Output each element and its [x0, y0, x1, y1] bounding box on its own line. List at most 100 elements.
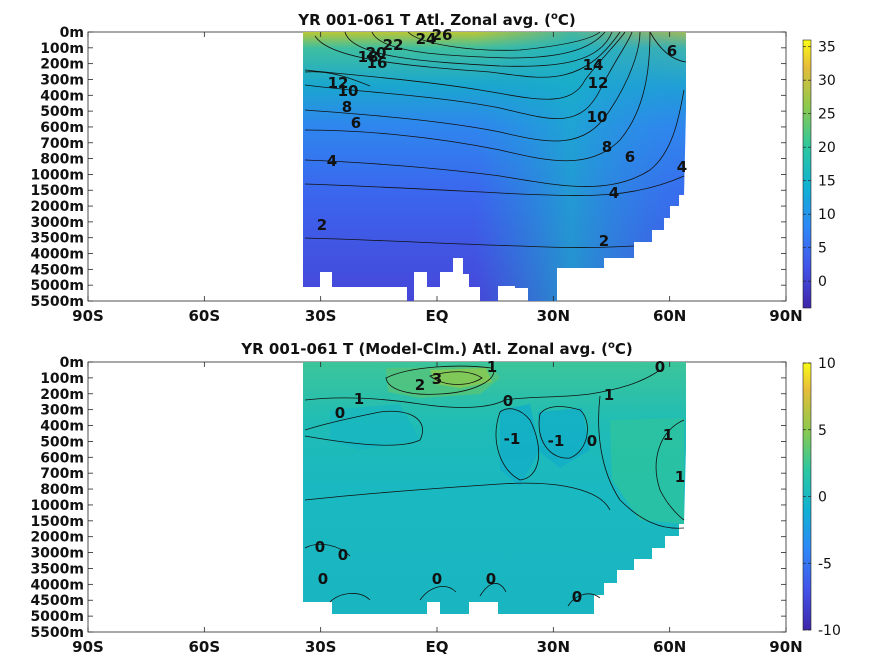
depth-tick-label: 400m [40, 88, 84, 104]
contour-label: 20 [366, 44, 387, 62]
contour-line [329, 593, 371, 603]
depth-tick-label: 4500m [30, 593, 84, 609]
depth-tick-label: 0m [60, 355, 84, 371]
anomaly-patch [500, 404, 540, 486]
depth-tick-label: 2000m [30, 199, 84, 215]
depth-tick-label: 1500m [30, 183, 84, 199]
depth-tick-label: 400m [40, 419, 84, 435]
depth-tick-label: 500m [40, 104, 84, 120]
depth-tick-label: 700m [40, 466, 84, 482]
contour-line [419, 586, 457, 601]
panel-title-bottom: YR 001-061 T (Model-Clm.) Atl. Zonal avg… [240, 340, 632, 358]
colorbar-tick-label: 20 [818, 140, 836, 156]
contour-label: 8 [602, 138, 612, 156]
depth-tick-label: 3000m [30, 215, 84, 231]
depth-tick-label: 3500m [30, 231, 84, 247]
colorbar-tick-label: 0 [818, 274, 827, 290]
contour-label: 22 [383, 36, 404, 54]
contour-line [304, 237, 635, 248]
colorbar-tick-label: 10 [818, 207, 836, 223]
contour-line [567, 593, 601, 607]
contour-label: 26 [432, 26, 453, 44]
contour-lines-top [304, 31, 687, 248]
depth-tick-label: 0m [60, 25, 84, 41]
contour-label: 4 [327, 152, 337, 170]
contour-label: 24 [416, 30, 437, 48]
lat-tick-label: 60S [188, 307, 220, 325]
panel-title-top: YR 001-061 T Atl. Zonal avg. (oC) [297, 11, 576, 29]
contour-line [304, 31, 633, 119]
contour-label: 0 [318, 570, 328, 588]
depth-tick-label: 4500m [30, 262, 84, 278]
colorbar-tick-label: 30 [818, 73, 836, 89]
contour-label: 4 [609, 184, 619, 202]
lat-tick-label: 30S [305, 307, 337, 325]
contour-line [304, 410, 423, 446]
contour-label: 4 [677, 158, 687, 176]
contour-label: 2 [317, 216, 327, 234]
depth-tick-label: 500m [40, 434, 84, 450]
lat-axis-top: 90S 60S 30S EQ 30N 60N 90N [72, 32, 803, 325]
contour-line [407, 31, 601, 51]
depth-tick-label: 800m [40, 152, 84, 168]
contour-label: 1 [487, 358, 497, 376]
contour-line [371, 31, 606, 59]
lat-tick-label: EQ [426, 307, 449, 325]
contour-line [344, 31, 613, 67]
depth-tick-label: 600m [40, 120, 84, 136]
lat-tick-label: 60S [188, 638, 220, 656]
contour-label: 0 [486, 570, 496, 588]
contour-line [304, 31, 641, 142]
contour-line [304, 543, 351, 557]
contour-label: 2 [415, 376, 425, 394]
depth-tick-label: 3000m [30, 546, 84, 562]
lat-tick-label: EQ [426, 638, 449, 656]
lat-tick-label: 60N [653, 638, 686, 656]
colorbar-tick-label: 0 [818, 490, 827, 506]
contour-line [304, 71, 371, 87]
contour-line [598, 395, 685, 529]
lat-tick-label: 90S [72, 307, 104, 325]
depth-tick-label: 3500m [30, 561, 84, 577]
depth-tick-label: 700m [40, 136, 84, 152]
depth-tick-label: 1000m [30, 167, 84, 183]
contour-label: 8 [342, 98, 352, 116]
contour-label: 1 [675, 468, 685, 486]
contour-label: 12 [328, 74, 349, 92]
contour-label: -1 [548, 432, 565, 450]
temperature-field-tint [303, 32, 686, 301]
lat-tick-label: 30N [537, 638, 570, 656]
lat-tick-label: 90N [769, 307, 802, 325]
colorbar-tick-label: 5 [818, 241, 827, 257]
colorbar-tick-label: 5 [818, 423, 827, 439]
colorbar-tick-label: -10 [818, 623, 841, 639]
contour-line [385, 365, 495, 395]
contour-label: 6 [667, 42, 677, 60]
depth-tick-label: 100m [40, 41, 84, 57]
depth-tick-label: 200m [40, 57, 84, 73]
contour-label: 18 [358, 48, 379, 66]
contour-label: 10 [338, 82, 359, 100]
contour-label: 6 [625, 148, 635, 166]
contour-label: 1 [663, 426, 673, 444]
lat-tick-label: 90S [72, 638, 104, 656]
depth-tick-label: 300m [40, 403, 84, 419]
contour-label: -1 [504, 430, 521, 448]
colorbar-tick-label: 35 [818, 40, 836, 56]
contour-line [304, 369, 661, 408]
lat-axis-bottom: 90S 60S 30S EQ 30N 60N 90N [72, 362, 803, 656]
contour-lines-bottom [304, 365, 685, 607]
contour-label: 1 [354, 390, 364, 408]
colorbar-tick-label: -5 [818, 556, 832, 572]
contour-label: 3 [432, 370, 442, 388]
lat-tick-label: 30S [305, 638, 337, 656]
contour-line [649, 31, 687, 63]
contour-label: 2 [599, 232, 609, 250]
depth-tick-label: 300m [40, 72, 84, 88]
contour-label: 0 [335, 404, 345, 422]
contour-line [304, 89, 685, 187]
